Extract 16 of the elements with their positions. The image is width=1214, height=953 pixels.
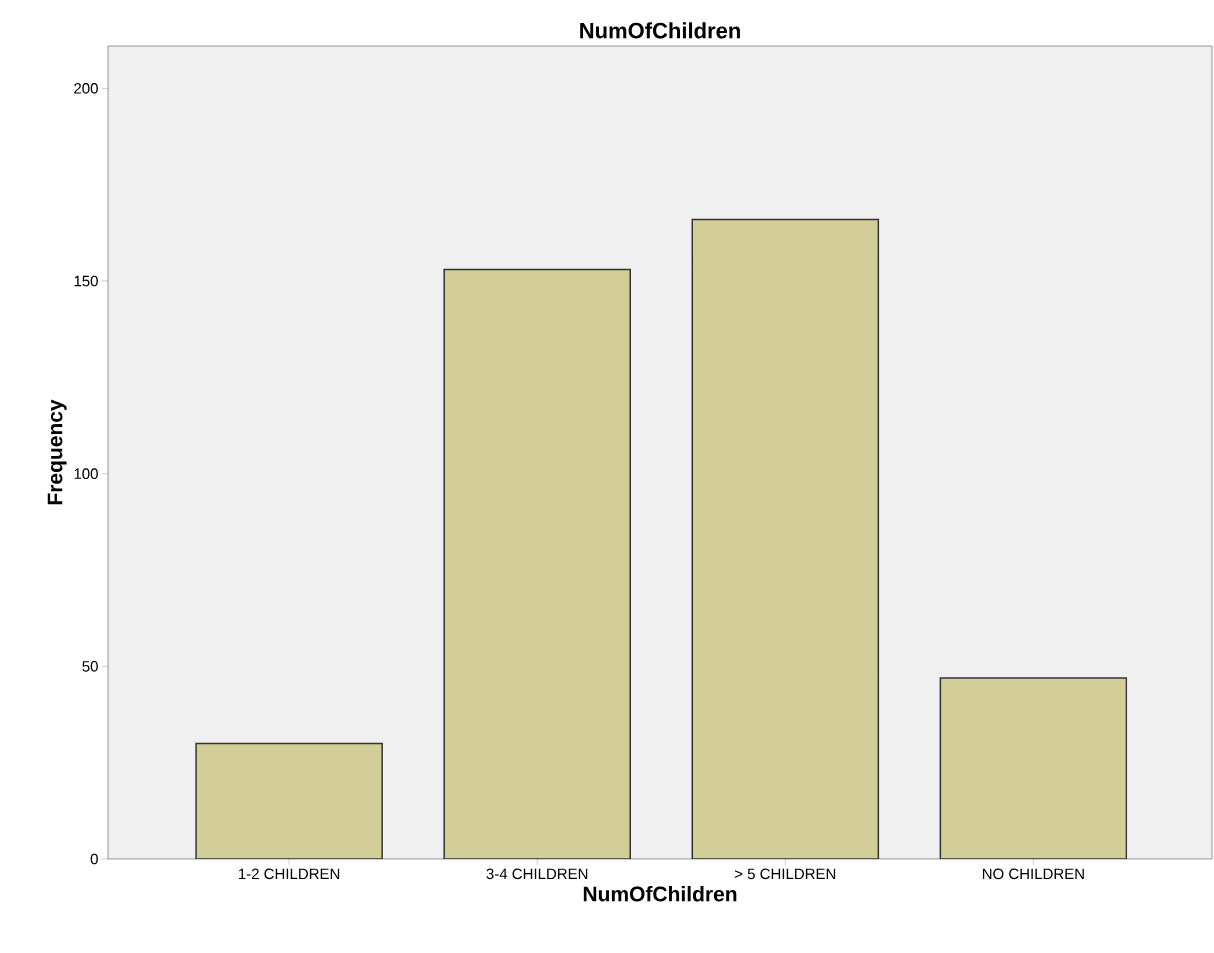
y-axis-title: Frequency xyxy=(47,399,67,505)
bar xyxy=(195,742,383,859)
x-tick-label: > 5 CHILDREN xyxy=(734,868,836,880)
x-tick-label: 1-2 CHILDREN xyxy=(238,868,340,880)
x-axis-title: NumOfChildren xyxy=(583,886,737,902)
x-tick-label: NO CHILDREN xyxy=(982,868,1084,880)
x-tick-label: 3-4 CHILDREN xyxy=(486,868,588,880)
chart-title: NumOfChildren xyxy=(580,22,740,39)
y-tick-label: 150 xyxy=(74,275,98,287)
bar xyxy=(939,677,1128,859)
y-tick-label: 200 xyxy=(74,83,98,94)
y-tick-label: 50 xyxy=(82,661,98,672)
y-tick-label: 0 xyxy=(90,853,98,865)
bar xyxy=(692,219,879,859)
y-tick-label: 100 xyxy=(74,468,98,479)
bar xyxy=(443,268,631,859)
